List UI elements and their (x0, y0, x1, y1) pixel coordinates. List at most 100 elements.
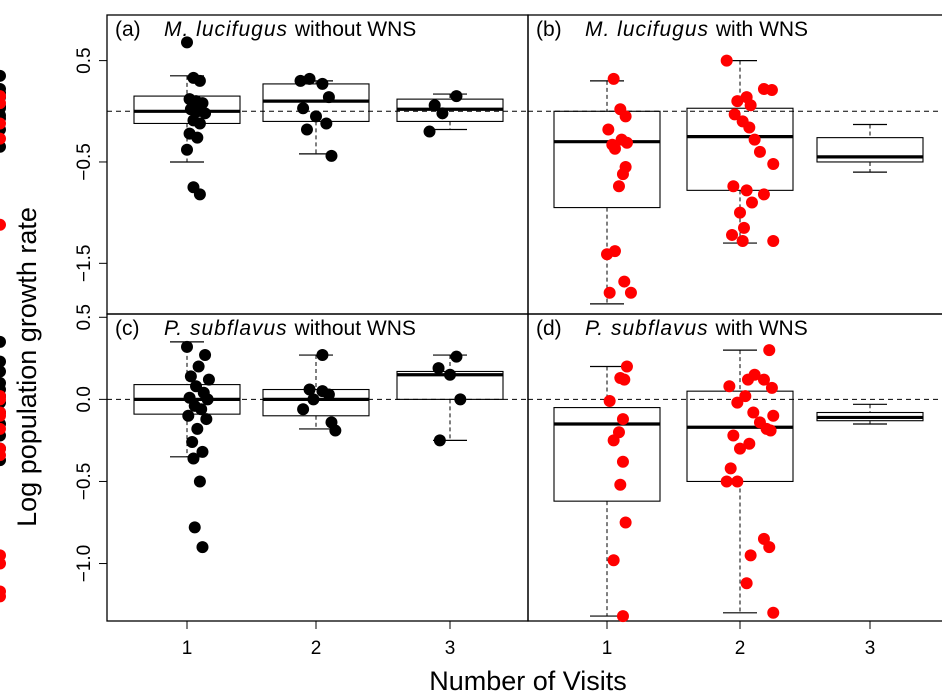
data-point (294, 74, 307, 87)
data-point (726, 228, 739, 241)
panel-title: P. subflavus without WNS (164, 317, 416, 340)
panel-d: 1 2 3 (d) P. subflavus with WNS (0, 313, 942, 659)
data-point (196, 445, 209, 458)
panel-title: M. lucifugus without WNS (164, 18, 416, 41)
data-point (193, 188, 206, 201)
y-tick-label: 0.5 (74, 47, 95, 73)
panel-a: 0.5 −0.5 −1.5 (a) M. lucifugus without WNS (0, 14, 529, 315)
data-point (0, 393, 6, 406)
data-point (316, 77, 329, 90)
panel-frame (106, 313, 529, 622)
data-point (728, 108, 741, 121)
panel-title: M. lucifugus with WNS (585, 18, 808, 41)
x-tick-label: 3 (445, 638, 456, 659)
panel-c: 0.5 0.0 −0.5 −1.0 1 2 3 (c) P. subflavus without… (0, 304, 529, 659)
data-point (450, 90, 463, 103)
data-point (186, 436, 199, 449)
data-point (747, 406, 760, 419)
data-point (310, 110, 322, 123)
data-point (195, 403, 208, 416)
data-point (767, 606, 780, 619)
data-point (0, 590, 6, 603)
data-point (727, 180, 740, 193)
data-point (618, 275, 631, 288)
data-point (199, 349, 212, 362)
data-point (0, 117, 6, 130)
box (553, 407, 661, 502)
data-point (618, 373, 631, 386)
data-point (763, 344, 776, 357)
data-point (612, 180, 625, 193)
data-point (329, 424, 342, 437)
data-point (740, 184, 753, 197)
data-point (200, 413, 213, 426)
data-point (767, 235, 780, 248)
data-point (765, 84, 778, 97)
x-tick-label: 3 (865, 638, 876, 659)
data-point (0, 69, 6, 82)
data-point (757, 188, 770, 201)
data-point (297, 403, 310, 416)
data-point (201, 393, 214, 406)
data-point (193, 74, 206, 87)
data-point (450, 350, 463, 363)
panel-frame (527, 313, 942, 622)
panel-title: P. subflavus with WNS (585, 317, 808, 340)
box (262, 388, 370, 417)
data-point (720, 54, 733, 67)
data-point (616, 413, 629, 426)
data-point (444, 368, 456, 381)
data-point (297, 102, 310, 115)
data-point (603, 395, 616, 408)
data-point (322, 91, 335, 104)
data-point (454, 393, 467, 406)
data-point (428, 99, 441, 112)
y-axis-label: Log population growth rate (12, 207, 42, 527)
y-tick-label: 0.5 (74, 304, 95, 330)
data-point (187, 452, 200, 465)
data-point (300, 123, 313, 136)
x-tick-label: 1 (602, 638, 613, 659)
data-point (184, 370, 197, 383)
x-tick-label: 2 (311, 638, 322, 659)
y-tick-label: 0.0 (74, 386, 95, 412)
x-tick-label: 1 (182, 638, 193, 659)
data-point (743, 121, 756, 134)
data-point (607, 72, 620, 85)
data-point (202, 373, 215, 386)
data-point (614, 478, 627, 491)
data-point (0, 335, 6, 348)
panel-frame (106, 14, 529, 315)
data-point (765, 381, 778, 394)
panels: 0.5−0.5−1.5(a) M. lucifugus without WNS (b… (0, 14, 942, 659)
data-point (624, 286, 637, 299)
data-point (607, 434, 620, 447)
data-point (724, 462, 737, 475)
y-tick-label: −0.5 (74, 463, 95, 501)
data-point (193, 475, 206, 488)
data-point (767, 157, 780, 170)
data-point (743, 437, 756, 450)
data-point (763, 541, 776, 554)
data-point (307, 393, 320, 406)
data-point (731, 475, 744, 488)
data-point (757, 373, 770, 386)
data-point (181, 143, 193, 156)
data-point (620, 136, 633, 149)
data-point (720, 475, 733, 488)
panel-letter: (c) (115, 317, 140, 340)
data-point (0, 97, 6, 110)
data-point (0, 422, 6, 435)
data-point (731, 95, 744, 108)
data-point (744, 549, 757, 562)
data-point (620, 360, 633, 373)
data-point (0, 132, 6, 145)
data-point (764, 424, 777, 437)
panel-letter: (d) (536, 317, 562, 340)
data-point (188, 521, 201, 534)
data-point (745, 196, 758, 209)
data-point (619, 110, 632, 123)
data-point (325, 149, 338, 162)
data-point (0, 557, 6, 570)
data-point (191, 422, 204, 435)
